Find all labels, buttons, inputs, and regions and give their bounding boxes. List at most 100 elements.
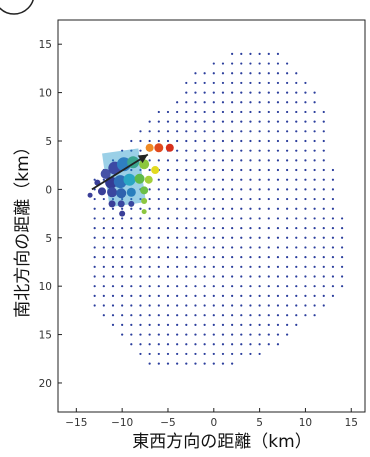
grid-dot	[286, 207, 289, 210]
grid-dot	[258, 159, 261, 162]
grid-dot	[258, 256, 261, 259]
grid-dot	[121, 265, 124, 268]
grid-dot	[203, 207, 206, 210]
x-tick-label: −15	[65, 417, 87, 429]
slip-point	[151, 166, 160, 175]
grid-dot	[258, 217, 261, 220]
grid-dot	[102, 217, 105, 220]
grid-dot	[231, 304, 234, 307]
grid-dot	[185, 226, 188, 230]
grid-dot	[157, 333, 160, 336]
grid-dot	[139, 275, 142, 278]
grid-dot	[276, 304, 280, 307]
grid-dot	[212, 333, 215, 336]
grid-dot	[231, 52, 234, 55]
grid-dot	[286, 226, 289, 230]
grid-dot	[194, 285, 197, 288]
slip-point	[134, 173, 145, 184]
grid-dot	[267, 294, 270, 297]
grid-dot	[176, 178, 179, 181]
grid-dot	[130, 323, 133, 326]
grid-dot	[130, 285, 133, 288]
grid-dot	[212, 217, 215, 220]
grid-dot	[102, 226, 105, 230]
grid-dot	[130, 333, 133, 336]
grid-dot	[240, 236, 243, 239]
grid-dot	[102, 275, 105, 278]
grid-dot	[231, 314, 234, 317]
y-tick-label: 15	[39, 330, 52, 342]
grid-dot	[111, 323, 115, 326]
grid-dot	[249, 217, 252, 220]
grid-dot	[221, 91, 225, 94]
grid-dot	[212, 352, 215, 356]
grid-dot	[240, 256, 243, 259]
grid-dot	[249, 265, 252, 268]
grid-dot	[286, 178, 289, 181]
grid-dot	[276, 168, 280, 172]
grid-dot	[185, 275, 188, 278]
grid-dot	[148, 139, 151, 143]
grid-dot	[221, 323, 225, 326]
grid-dot	[148, 120, 151, 123]
grid-dot	[212, 178, 215, 181]
grid-dot	[176, 110, 179, 114]
grid-dot	[148, 362, 151, 365]
grid-dot	[249, 275, 252, 278]
grid-dot	[93, 217, 96, 220]
grid-dot	[194, 236, 197, 239]
grid-dot	[276, 246, 280, 249]
grid-dot	[102, 197, 105, 201]
slip-direction-arrow	[91, 153, 149, 191]
grid-dot	[93, 265, 96, 268]
grid-dot	[111, 236, 115, 239]
grid-dot	[221, 197, 225, 201]
grid-dot	[185, 91, 188, 94]
grid-dot	[130, 207, 133, 210]
grid-dot	[267, 343, 270, 346]
grid-dot	[194, 343, 197, 346]
grid-dot	[194, 226, 197, 230]
grid-dot	[166, 352, 170, 356]
grid-dot	[249, 52, 252, 55]
grid-dot	[295, 304, 298, 307]
grid-dot	[203, 168, 206, 172]
grid-dot	[267, 52, 270, 55]
grid-dot	[212, 81, 215, 85]
grid-dot	[340, 246, 344, 249]
grid-dot	[313, 246, 316, 249]
grid-dot	[313, 314, 316, 317]
slip-point	[140, 186, 149, 195]
grid-dot	[240, 81, 243, 85]
grid-dot	[276, 207, 280, 210]
grid-dot	[212, 246, 215, 249]
grid-dot	[276, 159, 280, 162]
grid-dot	[185, 139, 188, 143]
grid-dot	[212, 72, 215, 75]
grid-dot	[322, 236, 325, 239]
grid-dot	[322, 120, 325, 123]
grid-dot	[231, 62, 234, 65]
grid-dot	[276, 149, 280, 152]
grid-dot	[130, 275, 133, 278]
grid-dot	[166, 285, 170, 288]
grid-dot	[313, 188, 316, 191]
grid-dot	[148, 236, 151, 239]
y-tick-label: 10	[39, 88, 52, 100]
grid-dot	[249, 246, 252, 249]
grid-dot	[130, 304, 133, 307]
y-tick-label: 10	[39, 281, 52, 293]
grid-dot	[102, 294, 105, 297]
grid-dot	[139, 130, 142, 133]
grid-dot	[176, 217, 179, 220]
grid-dot	[221, 81, 225, 85]
grid-dot	[295, 275, 298, 278]
grid-dot	[203, 91, 206, 94]
grid-dot	[111, 207, 115, 210]
grid-dot	[240, 197, 243, 201]
grid-dot	[240, 246, 243, 249]
grid-dot	[185, 304, 188, 307]
grid-dot	[240, 207, 243, 210]
grid-dot	[249, 168, 252, 172]
grid-dot	[176, 352, 179, 356]
